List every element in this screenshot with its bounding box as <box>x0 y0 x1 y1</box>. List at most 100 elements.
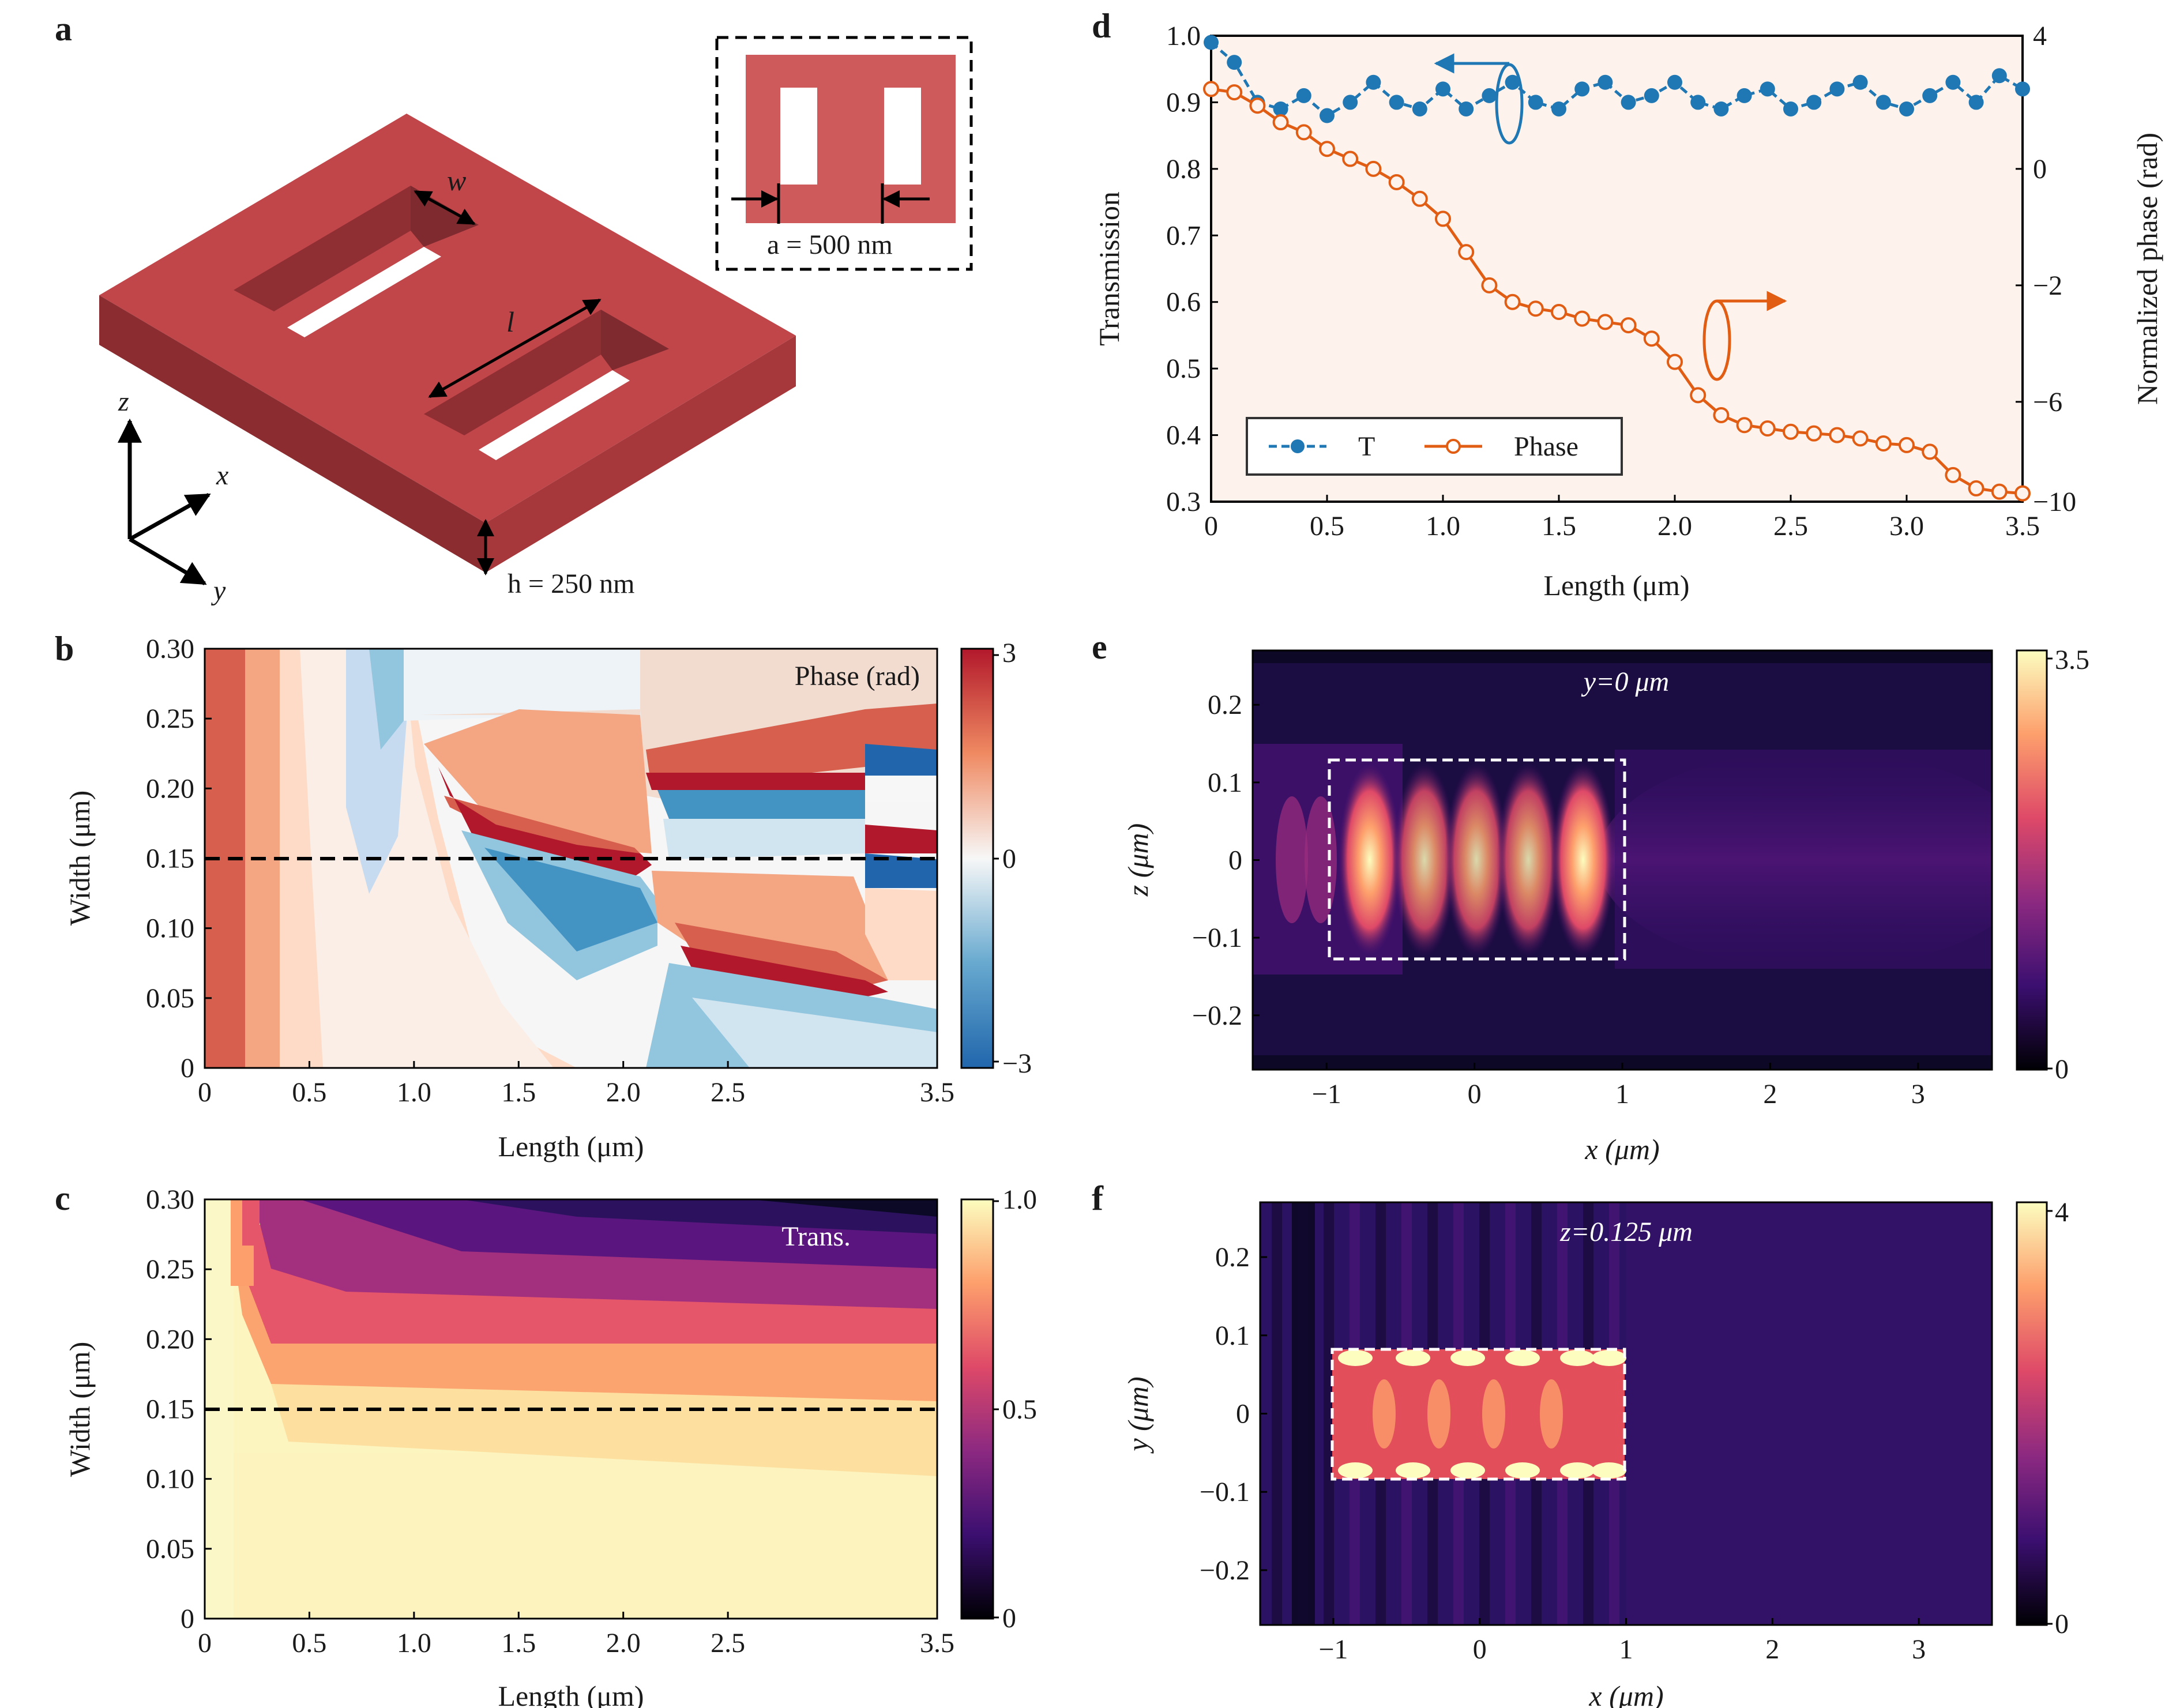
f-xlabel: x (μm) <box>1588 1680 1663 1708</box>
data-point-phase <box>1435 210 1451 227</box>
c-xtick-label: 3.5 <box>920 1628 954 1658</box>
b-ytick-label: 0.10 <box>146 913 194 944</box>
e-ticks: −1 0 1 2 3 −0.2 −0.1 0 0.1 0.2 <box>1192 690 1925 1109</box>
f-xtick-label: 3 <box>1912 1634 1926 1665</box>
d-ytick-right-label: 4 <box>2033 21 2047 51</box>
b-ytick-label: 0.30 <box>146 634 194 664</box>
data-point-t <box>1320 108 1335 123</box>
d-xtick-label: 3.0 <box>1889 511 1924 541</box>
transmission-map <box>205 1199 937 1619</box>
slab-right-face <box>486 336 796 573</box>
slot-1-wall <box>234 186 411 311</box>
field-lobe <box>1592 1462 1626 1478</box>
data-point-phase <box>1551 304 1567 321</box>
c-ytick-label: 0.30 <box>146 1184 194 1215</box>
f-ticks: −1 0 1 2 3 −0.2 −0.1 0 0.1 0.2 <box>1200 1242 1926 1665</box>
d-ytick-label: 0.6 <box>1166 287 1201 318</box>
data-point-phase <box>1203 81 1219 97</box>
legend-phase-marker <box>1446 439 1461 454</box>
c-map-label: Trans. <box>781 1221 851 1252</box>
e-xtick-label: 1 <box>1615 1079 1629 1109</box>
b-ylabel: Width (μm) <box>63 791 96 926</box>
data-point-t <box>1296 88 1311 103</box>
field-lobe <box>1396 1462 1430 1478</box>
panel-letter-c: c <box>55 1179 70 1217</box>
panel-letter-f: f <box>1092 1179 1104 1217</box>
data-point-phase <box>1249 97 1266 114</box>
data-point-t <box>1667 74 1682 90</box>
field-lobe <box>1551 762 1615 958</box>
data-point-phase <box>1736 417 1753 434</box>
b-xtick-label: 1.5 <box>501 1077 536 1108</box>
data-point-t <box>1204 35 1219 50</box>
d-xtick-label: 1.5 <box>1542 511 1576 541</box>
b-xtick-label: 0 <box>198 1077 212 1108</box>
data-point-t <box>1551 101 1566 116</box>
data-point-phase <box>1690 387 1707 404</box>
slab-left-face <box>99 295 486 573</box>
colorbar-b-tick-mid: 0 <box>1002 844 1016 874</box>
data-point-t <box>1389 95 1404 110</box>
data-point-t <box>1343 95 1358 110</box>
y-axis-arrow <box>129 537 207 586</box>
panel-d: d 0 0.5 1.0 1.5 2.0 2.5 3.0 3.50.30.40.50.60.70… <box>1092 7 2163 601</box>
field-map-e <box>1253 650 1992 1070</box>
field-lobe <box>1338 1462 1373 1478</box>
phase-map <box>205 649 937 1068</box>
field-lobe <box>1450 1462 1485 1478</box>
data-point-phase <box>1597 314 1614 330</box>
f-xtick-label: 2 <box>1765 1634 1779 1665</box>
inset-period-label: a = 500 nm <box>767 230 893 260</box>
d-ytick-right-label: −2 <box>2033 270 2062 301</box>
e-xtick-label: 2 <box>1763 1079 1777 1109</box>
field-lobe <box>1482 1379 1505 1449</box>
field-lobe <box>1560 1462 1595 1478</box>
field-lobe <box>1592 1350 1626 1366</box>
data-point-t <box>1922 88 1938 103</box>
field-lobe <box>1305 796 1337 923</box>
c-xlabel: Length (μm) <box>498 1680 644 1708</box>
colorbar-f-tick-bottom: 0 <box>2055 1609 2069 1639</box>
data-point-phase <box>1806 425 1822 442</box>
colorbar-c-tick-mid: 0.5 <box>1002 1394 1037 1425</box>
c-xtick-label: 2.0 <box>606 1628 641 1658</box>
c-ticks: 0 0.5 1.0 1.5 2.0 2.5 3.5 0 0.05 0.10 0.15 0.20 0.25… <box>146 1184 954 1658</box>
data-point-t <box>1875 95 1891 110</box>
colorbar-b <box>960 648 994 1069</box>
f-ytick-label: 0.2 <box>1215 1242 1250 1273</box>
inset-slot-2 <box>884 88 921 185</box>
data-point-phase <box>1875 435 1892 452</box>
waveguide-outline-e <box>1328 758 1626 961</box>
d-xtick-label: 0 <box>1204 511 1218 541</box>
panel-f: f z=0.125 μm −1 0 1 2 3 −0.2 −0.1 0 0.1 0.2 4 0 x… <box>1092 1179 2069 1708</box>
b-xtick-label: 2.5 <box>711 1077 745 1108</box>
l-dimension-arrow <box>428 298 602 398</box>
data-point-phase <box>1667 353 1683 370</box>
data-point-t <box>1459 101 1474 116</box>
c-xtick-label: 1.0 <box>397 1628 431 1658</box>
data-point-t <box>1598 74 1613 90</box>
slot-2-side <box>601 310 669 370</box>
f-ytick-label: −0.1 <box>1200 1477 1250 1507</box>
data-point-t <box>1366 74 1381 90</box>
colorbar-f-tick-top: 4 <box>2055 1197 2069 1228</box>
c-xtick-label: 1.5 <box>501 1628 536 1658</box>
data-point-t <box>1644 88 1659 103</box>
b-xtick-label: 3.5 <box>920 1077 954 1108</box>
data-point-t <box>1945 74 1961 90</box>
f-lobes <box>1338 1350 1626 1478</box>
d-ylabel-left: Transmission <box>1093 191 1125 346</box>
data-point-phase <box>1852 430 1869 447</box>
panel-letter-a: a <box>55 10 72 48</box>
field-lobe <box>1505 1350 1540 1366</box>
field-lobe <box>1445 762 1508 958</box>
e-ytick-label: −0.1 <box>1192 923 1242 953</box>
field-lobe <box>1338 1350 1373 1366</box>
inset-slot-1 <box>780 88 817 185</box>
field-lobe <box>1373 1379 1396 1449</box>
data-point-t <box>1899 101 1914 116</box>
legend-t-label: T <box>1358 431 1375 462</box>
data-point-t <box>1713 101 1729 116</box>
f-ytick-label: 0.1 <box>1215 1320 1250 1351</box>
f-ylabel: y (μm) <box>1122 1376 1154 1454</box>
